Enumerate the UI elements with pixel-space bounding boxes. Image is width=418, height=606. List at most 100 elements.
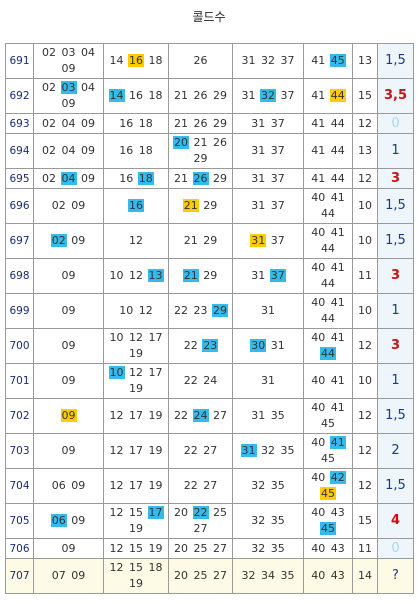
number: 37	[280, 89, 295, 102]
number: 12	[138, 304, 153, 317]
number-group-cell: 12 17 19	[103, 433, 169, 469]
number: 18	[137, 171, 154, 185]
number: 04	[81, 81, 95, 94]
number-group-cell: 31 32 35	[232, 433, 304, 469]
number: 06	[51, 479, 66, 492]
number: 12	[129, 234, 143, 247]
number-group-cell: 31 37	[232, 133, 304, 169]
number: 10	[109, 269, 124, 282]
number: 10	[119, 304, 134, 317]
number: 41	[330, 226, 345, 239]
count-cell: 13	[352, 133, 378, 169]
number-group-cell: 21 26 29	[168, 113, 233, 134]
number: 09	[61, 541, 76, 555]
number-group-cell: 31 32 37	[232, 78, 304, 114]
number: 19	[129, 347, 143, 360]
number: 25	[213, 506, 227, 519]
number: 15	[129, 561, 143, 574]
number-group-cell: 32 35	[232, 503, 304, 539]
number: 20	[174, 506, 188, 519]
number: 45	[321, 452, 335, 465]
count-cell: 10	[352, 293, 378, 329]
number-group-cell: 12 15 17 19	[103, 503, 169, 539]
number: 34	[261, 569, 275, 582]
number-group-cell: 12	[103, 223, 169, 259]
table-row: 706 09 12 15 19 20 25 27 32 35 40 43 11 0	[5, 538, 414, 559]
number: 22	[183, 479, 198, 492]
number: 44	[330, 116, 345, 130]
number: 19	[129, 382, 143, 395]
number-group-cell: 40 41 44	[303, 223, 353, 259]
number-group-cell: 31 32 37	[232, 43, 304, 79]
count-cell: 12	[352, 433, 378, 469]
table-row: 692 02 03 04 09 14 16 18 21 26 29 31 32 37 41…	[5, 78, 414, 114]
number-group-cell: 22 23 29	[168, 293, 233, 329]
table-row: 702 09 12 17 19 22 24 27 31 35 40 41 45 12 1,5	[5, 398, 414, 434]
table-row: 704 06 09 12 17 19 22 27 32 35 40 42 45 12 1,5	[5, 468, 414, 504]
round-cell: 697	[5, 223, 34, 259]
number: 40	[311, 506, 326, 519]
number: 09	[61, 269, 76, 282]
number-table: 691 02 03 04 09 14 16 18 26 31 32 37 41 45 13 1…	[5, 43, 414, 594]
number-group-cell: 31	[232, 293, 304, 329]
number-group-cell: 21 29	[168, 188, 233, 224]
number: 37	[269, 269, 286, 282]
round-cell: 699	[5, 293, 34, 329]
number: 02	[42, 144, 56, 157]
number-group-cell: 32 35	[232, 468, 304, 504]
number: 41	[330, 401, 345, 414]
number-group-cell: 10 12 13	[103, 258, 169, 294]
number: 09	[61, 444, 76, 457]
number: 21	[174, 171, 188, 185]
number: 40	[311, 401, 326, 414]
number-group-cell: 20 25 27	[168, 538, 233, 559]
number: 41	[330, 331, 345, 344]
number: 13	[147, 269, 164, 282]
number: 37	[270, 171, 285, 185]
table-row: 696 02 09 16 21 29 31 37 40 41 44 10 1,5	[5, 188, 414, 224]
number: 29	[213, 89, 227, 102]
number: 02	[42, 81, 56, 94]
round-cell: 704	[5, 468, 34, 504]
table-row: 695 02 04 09 16 18 21 26 29 31 37 41 44 12 3	[5, 168, 414, 189]
table-row: 703 09 12 17 19 22 27 31 32 35 40 41 45 12 2	[5, 433, 414, 469]
count-cell: 12	[352, 398, 378, 434]
number: 15	[129, 506, 143, 519]
number: 16	[119, 171, 134, 185]
result-cell: 3,5	[377, 78, 414, 114]
number-group-cell: 16 18	[103, 168, 169, 189]
number: 26	[193, 89, 208, 102]
number-group-cell: 07 09	[33, 558, 104, 594]
number: 09	[71, 199, 86, 212]
number: 29	[213, 116, 227, 130]
number: 04	[61, 116, 76, 130]
count-cell: 10	[352, 363, 378, 399]
number-group-cell: 06 09	[33, 503, 104, 539]
number: 41	[330, 191, 345, 204]
result-cell: 1	[377, 363, 414, 399]
count-cell: 11	[352, 538, 378, 559]
round-cell: 691	[5, 43, 34, 79]
number: 17	[129, 444, 143, 457]
number: 35	[270, 479, 285, 492]
number: 40	[311, 226, 326, 239]
number: 17	[147, 506, 164, 519]
number: 09	[61, 374, 76, 387]
number: 19	[129, 577, 143, 590]
table-row: 701 09 10 12 17 19 22 24 31 40 41 10 1	[5, 363, 414, 399]
number: 32	[261, 444, 275, 457]
count-cell: 12	[352, 113, 378, 134]
number: 42	[329, 471, 346, 484]
number: 27	[213, 569, 227, 582]
number: 25	[193, 541, 208, 555]
number: 44	[320, 347, 336, 360]
number-group-cell: 22 27	[168, 433, 233, 469]
number: 18	[148, 89, 163, 102]
number: 31	[270, 339, 285, 352]
number: 43	[330, 569, 345, 582]
table-row: 705 06 09 12 15 17 19 20 22 25 27 32 35 40 43…	[5, 503, 414, 539]
number: 31	[251, 116, 266, 130]
round-cell: 700	[5, 328, 34, 364]
number: 31	[261, 304, 275, 317]
number: 22	[183, 374, 198, 387]
